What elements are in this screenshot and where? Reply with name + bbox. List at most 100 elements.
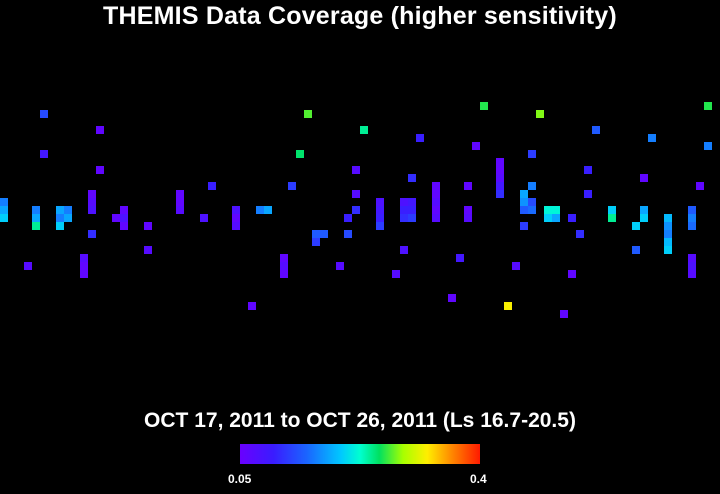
coverage-cell [664,230,672,238]
coverage-cell [32,206,40,214]
coverage-cell [288,182,296,190]
coverage-cell [248,302,256,310]
coverage-cell [528,206,536,214]
coverage-cell [632,246,640,254]
chart-title: THEMIS Data Coverage (higher sensitivity… [103,2,617,30]
coverage-cell [0,198,8,206]
coverage-cell [640,206,648,214]
coverage-cell [400,214,408,222]
coverage-cell [120,222,128,230]
coverage-cell [688,254,696,262]
coverage-cell [528,150,536,158]
coverage-cell [528,198,536,206]
coverage-cell [408,198,416,206]
coverage-cell [64,214,72,222]
coverage-cell [208,182,216,190]
coverage-cell [456,254,464,262]
coverage-cell [520,198,528,206]
coverage-cell [576,230,584,238]
coverage-cell [264,206,272,214]
coverage-cell [664,214,672,222]
coverage-cell [96,126,104,134]
coverage-cell [408,174,416,182]
coverage-cell [704,102,712,110]
coverage-plot [0,102,712,318]
coverage-cell [80,270,88,278]
coverage-cell [24,262,32,270]
coverage-cell [496,182,504,190]
coverage-cell [392,270,400,278]
coverage-cell [688,262,696,270]
coverage-cell [40,150,48,158]
coverage-cell [552,206,560,214]
coverage-cell [608,214,616,222]
coverage-cell [496,174,504,182]
coverage-cell [232,222,240,230]
colorbar-min-label: 0.05 [228,472,252,486]
coverage-cell [176,198,184,206]
coverage-cell [280,270,288,278]
coverage-cell [144,246,152,254]
coverage-cell [464,206,472,214]
coverage-cell [704,142,712,150]
coverage-cell [144,222,152,230]
coverage-cell [560,310,568,318]
coverage-cell [464,182,472,190]
coverage-cell [280,262,288,270]
coverage-cell [544,206,552,214]
colorbar-max-label: 0.4 [470,472,487,486]
coverage-cell [664,246,672,254]
coverage-cell [520,190,528,198]
coverage-cell [80,254,88,262]
coverage-cell [432,198,440,206]
coverage-cell [464,214,472,222]
coverage-cell [0,206,8,214]
coverage-cell [232,206,240,214]
coverage-cell [400,246,408,254]
coverage-cell [304,110,312,118]
coverage-cell [496,166,504,174]
coverage-cell [640,214,648,222]
coverage-cell [552,214,560,222]
coverage-cell [664,238,672,246]
coverage-cell [88,206,96,214]
coverage-cell [112,214,120,222]
coverage-cell [88,190,96,198]
coverage-cell [608,206,616,214]
coverage-cell [376,198,384,206]
coverage-cell [88,230,96,238]
coverage-cell [632,222,640,230]
coverage-cell [480,102,488,110]
coverage-cell [432,214,440,222]
coverage-cell [312,230,320,238]
coverage-cell [688,270,696,278]
coverage-cell [688,214,696,222]
coverage-cell [400,198,408,206]
coverage-cell [80,262,88,270]
coverage-cell [544,214,552,222]
coverage-cell [448,294,456,302]
coverage-cell [376,214,384,222]
coverage-cell [96,166,104,174]
coverage-cell [520,206,528,214]
coverage-cell [280,254,288,262]
coverage-cell [640,174,648,182]
coverage-cell [32,222,40,230]
coverage-cell [376,222,384,230]
coverage-cell [0,214,8,222]
coverage-cell [432,206,440,214]
coverage-cell [352,206,360,214]
coverage-cell [688,206,696,214]
coverage-cell [200,214,208,222]
coverage-cell [352,166,360,174]
coverage-cell [568,214,576,222]
coverage-cell [64,206,72,214]
coverage-cell [696,182,704,190]
coverage-cell [520,222,528,230]
coverage-cell [56,206,64,214]
coverage-cell [360,126,368,134]
colorbar [240,444,480,464]
coverage-cell [568,270,576,278]
coverage-cell [320,230,328,238]
coverage-cell [352,190,360,198]
